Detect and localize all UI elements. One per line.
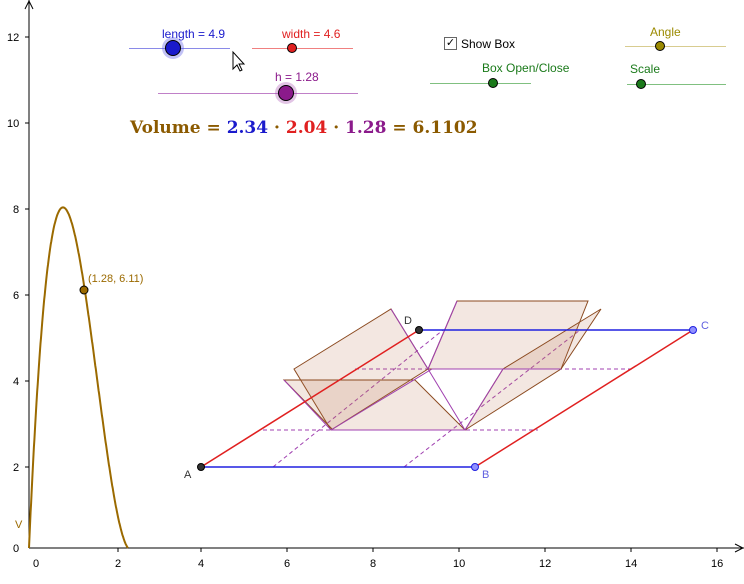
volume-result-value: 6.1102 xyxy=(412,118,478,138)
checkmark-icon: ✓ xyxy=(445,37,456,49)
angle-slider-label: Angle xyxy=(650,25,681,39)
box-net xyxy=(200,300,694,468)
x-tick-label: 2 xyxy=(115,558,121,570)
scale-slider[interactable] xyxy=(627,78,726,92)
h-slider[interactable] xyxy=(158,85,358,101)
y-tick-label: 6 xyxy=(13,290,19,302)
width-slider-label: width = 4.6 xyxy=(282,27,341,41)
x-tick-label: 12 xyxy=(539,558,551,570)
scale-slider-label: Scale xyxy=(630,62,661,76)
curve-point[interactable] xyxy=(79,285,89,295)
multiply-dot: · xyxy=(333,118,340,138)
point-c-label: C xyxy=(701,320,709,332)
width-slider-knob[interactable] xyxy=(287,43,297,53)
point-a-label: A xyxy=(184,469,192,481)
volume-width-value: 2.04 xyxy=(285,118,328,138)
equals-sign: = xyxy=(392,118,407,138)
show-box-label: Show Box xyxy=(461,37,516,51)
width-slider[interactable] xyxy=(252,42,353,56)
box-open-slider-knob[interactable] xyxy=(488,78,498,88)
y-axis-arrow xyxy=(24,0,34,10)
point-b[interactable] xyxy=(471,463,479,471)
length-slider[interactable] xyxy=(129,40,230,56)
x-tick-label: 14 xyxy=(625,558,637,570)
axes xyxy=(24,0,744,553)
point-a[interactable] xyxy=(197,463,205,471)
volume-height-value: 1.28 xyxy=(345,118,387,138)
curve-point-label: (1.28, 6.11) xyxy=(88,273,143,285)
x-tick-label: 10 xyxy=(453,558,465,570)
edge-bc xyxy=(474,329,694,468)
point-d-label: D xyxy=(404,315,412,327)
y-tick-label: 10 xyxy=(7,118,19,130)
vertices xyxy=(197,326,697,471)
angle-slider-knob[interactable] xyxy=(655,41,665,51)
box-open-slider[interactable] xyxy=(430,77,531,91)
x-tick-label: 0 xyxy=(33,558,39,570)
h-slider-knob[interactable] xyxy=(278,85,294,101)
edge-ad xyxy=(200,329,420,468)
point-d[interactable] xyxy=(415,326,423,334)
y-axis-label: V xyxy=(15,519,23,531)
mouse-cursor-icon xyxy=(232,50,246,72)
volume-label: Volume xyxy=(130,118,201,138)
point-b-label: B xyxy=(482,469,489,481)
box-open-slider-label: Box Open/Close xyxy=(482,61,570,75)
scale-slider-knob[interactable] xyxy=(636,79,646,89)
volume-curve[interactable] xyxy=(28,206,129,549)
y-tick-label: 12 xyxy=(7,32,19,44)
scale-slider-track xyxy=(627,84,726,85)
volume-length-value: 2.34 xyxy=(226,118,269,138)
y-tick-label: 2 xyxy=(13,462,19,474)
equals-sign: = xyxy=(206,118,221,138)
x-tick-label: 8 xyxy=(370,558,376,570)
length-slider-knob[interactable] xyxy=(165,40,181,56)
y-tick-label: 0 xyxy=(13,543,19,555)
box-open-slider-track xyxy=(430,83,531,84)
h-slider-track xyxy=(158,93,358,94)
x-axis-arrow xyxy=(734,543,744,553)
angle-slider[interactable] xyxy=(625,40,726,54)
axis-tick-labels: 0 2 4 6 8 10 12 14 16 0 2 4 6 8 10 12 xyxy=(7,32,723,570)
volume-expression: Volume = 2.34 · 2.04 · 1.28 = 6.1102 xyxy=(130,118,478,138)
y-tick-label: 4 xyxy=(13,376,19,388)
multiply-dot: · xyxy=(274,118,280,138)
angle-slider-track xyxy=(625,46,726,47)
width-slider-track xyxy=(252,48,353,49)
x-tick-label: 6 xyxy=(284,558,290,570)
x-tick-label: 4 xyxy=(198,558,204,570)
point-c[interactable] xyxy=(689,326,697,334)
h-slider-label: h = 1.28 xyxy=(275,70,319,84)
length-slider-label: length = 4.9 xyxy=(162,27,226,41)
y-tick-label: 8 xyxy=(13,204,19,216)
show-box-checkbox[interactable]: ✓ xyxy=(444,37,457,50)
x-tick-label: 16 xyxy=(711,558,723,570)
